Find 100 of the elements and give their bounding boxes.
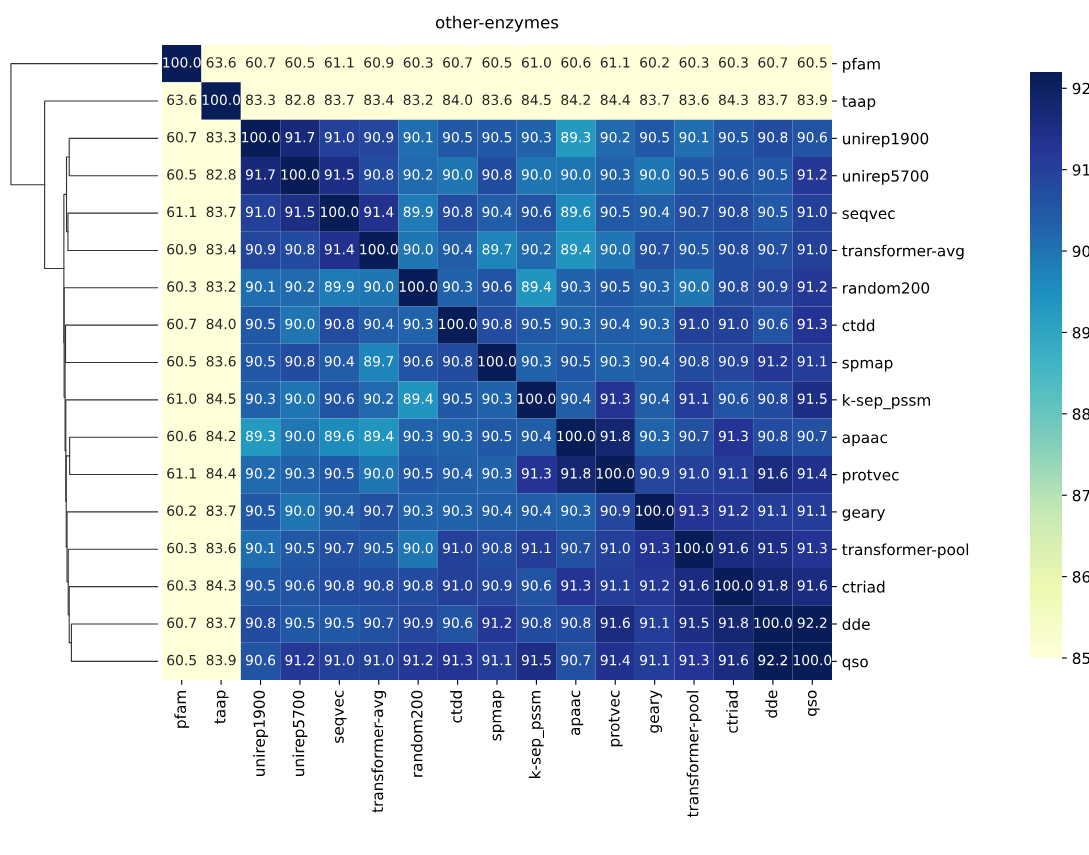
data-label: 90.3 [640, 281, 669, 292]
data-label: 100.0 [399, 281, 438, 292]
data-label: 90.8 [324, 580, 354, 591]
data-label: 60.6 [167, 430, 197, 442]
data-label: 91.0 [797, 243, 827, 255]
data-label: 60.9 [364, 57, 394, 68]
data-label: 90.4 [640, 393, 670, 404]
data-label: 91.0 [679, 468, 709, 479]
data-label: 84.4 [600, 94, 630, 106]
data-label: 90.8 [364, 169, 394, 180]
data-label: 83.7 [324, 94, 354, 106]
y-tick-label: transformer-avg [842, 244, 964, 260]
data-label: 90.5 [324, 617, 354, 628]
data-label: 90.3 [443, 505, 472, 516]
data-label: 83.9 [206, 654, 236, 666]
data-label: 60.2 [640, 57, 669, 68]
data-label: 91.3 [797, 318, 827, 330]
data-label: 90.5 [403, 468, 433, 479]
data-label: 84.0 [443, 94, 473, 106]
data-label: 89.3 [246, 430, 275, 442]
data-label: 100.0 [478, 356, 516, 367]
data-label: 83.6 [679, 94, 709, 106]
data-label: 91.5 [758, 542, 788, 554]
data-label: 90.2 [364, 393, 393, 404]
data-label: 91.5 [797, 393, 827, 404]
data-label: 90.3 [482, 393, 512, 404]
data-label: 90.2 [285, 281, 315, 292]
data-label: 91.2 [797, 281, 827, 292]
y-tick-label: protvec [843, 469, 899, 484]
y-tick-label: unirep5700 [843, 169, 929, 185]
data-label: 90.2 [521, 243, 551, 255]
data-label: 60.6 [561, 57, 591, 68]
data-label: 92.2 [758, 654, 787, 666]
data-label: 91.1 [521, 542, 551, 554]
data-label: 90.0 [521, 169, 551, 180]
data-label: 90.3 [245, 393, 275, 404]
x-tick-label: unirep5700 [292, 690, 308, 776]
data-label: 83.4 [206, 243, 236, 255]
color-bar-label: 92 [1072, 82, 1089, 95]
data-label: 90.5 [443, 393, 472, 404]
data-label: 91.3 [640, 542, 669, 554]
data-label: 91.3 [561, 580, 591, 591]
data-label: 90.5 [482, 131, 512, 143]
data-label: 90.8 [758, 430, 788, 442]
data-label: 90.0 [679, 281, 709, 292]
data-label: 90.6 [443, 617, 473, 628]
data-label: 61.0 [521, 57, 551, 68]
data-label: 91.1 [600, 580, 630, 591]
data-label: 91.6 [600, 617, 630, 628]
data-label: 90.7 [364, 617, 394, 628]
data-label: 90.8 [403, 580, 433, 591]
data-label: 91.3 [679, 654, 709, 666]
data-label: 90.5 [245, 318, 275, 330]
x-tick-label: k-sep_pssm [528, 691, 545, 778]
data-label: 89.7 [364, 356, 394, 367]
data-label: 83.7 [640, 94, 669, 106]
data-label: 91.0 [364, 654, 394, 666]
data-label: 90.3 [482, 468, 512, 479]
data-label: 91.3 [600, 393, 630, 404]
data-label: 90.6 [797, 131, 827, 143]
data-label: 90.1 [245, 542, 275, 554]
data-label: 89.6 [561, 206, 591, 218]
x-tick-label: geary [650, 690, 663, 733]
data-label: 90.2 [600, 131, 630, 143]
data-label: 100.0 [281, 169, 319, 180]
data-label: 90.4 [482, 206, 512, 218]
x-tick-label: unirep1900 [253, 690, 268, 776]
data-label: 91.2 [718, 505, 748, 516]
data-label: 83.6 [206, 356, 236, 367]
y-tick-label: seqvec [842, 210, 895, 223]
data-label: 91.8 [561, 468, 591, 479]
data-label: 61.1 [167, 206, 196, 218]
data-label: 90.5 [561, 356, 591, 367]
x-tick-label: ctriad [726, 691, 738, 733]
data-label: 90.4 [482, 505, 512, 516]
data-label: 91.6 [679, 580, 709, 591]
data-label: 90.5 [324, 468, 354, 479]
data-label: 100.0 [202, 94, 241, 106]
data-label: 90.5 [679, 169, 709, 180]
data-label: 89.4 [561, 243, 591, 255]
y-tick-label: unirep1900 [843, 132, 929, 148]
data-label: 90.5 [245, 505, 275, 516]
data-label: 83.7 [206, 206, 236, 218]
data-label: 90.8 [285, 356, 315, 367]
data-label: 91.8 [718, 617, 748, 628]
x-tick-label: apaac [571, 690, 584, 735]
data-label: 89.9 [403, 206, 433, 218]
data-label: 90.8 [561, 617, 591, 628]
data-label: 90.8 [443, 206, 473, 218]
x-tick-label: ctdd [450, 691, 463, 723]
data-label: 90.6 [324, 393, 354, 404]
data-label: 90.1 [245, 281, 275, 292]
data-label: 91.4 [364, 206, 394, 218]
data-label: 91.6 [758, 468, 788, 479]
data-label: 60.7 [758, 57, 788, 68]
data-label: 90.4 [561, 393, 591, 404]
data-label: 91.4 [797, 468, 827, 479]
y-tick-label: transformer-pool [842, 543, 969, 559]
data-label: 84.4 [206, 468, 236, 479]
data-label: 90.9 [600, 505, 630, 516]
